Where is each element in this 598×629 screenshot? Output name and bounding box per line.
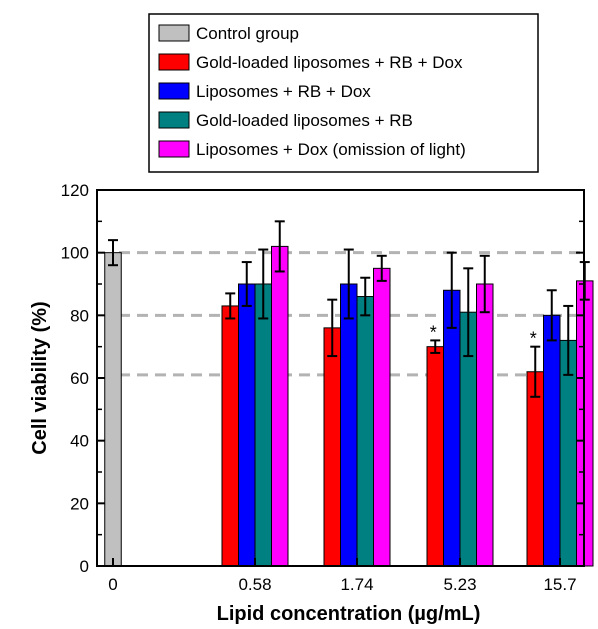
y-tick-label: 120 — [61, 181, 89, 200]
legend-box — [148, 13, 539, 173]
legend-label: Control group — [196, 24, 299, 43]
x-tick-label: 5.23 — [443, 575, 476, 594]
significance-marker: * — [530, 329, 537, 349]
bar — [373, 267, 391, 567]
y-tick-label: 100 — [61, 244, 89, 263]
bar — [476, 283, 494, 567]
x-axis-label: Lipid concentration (µg/mL) — [217, 603, 481, 625]
x-tick-label: 15.7 — [543, 575, 576, 594]
y-tick-label: 60 — [70, 369, 89, 388]
bar — [443, 289, 461, 567]
y-tick-label: 40 — [70, 432, 89, 451]
x-tick-label: 1.74 — [340, 575, 373, 594]
bar — [543, 314, 561, 567]
bar — [254, 283, 272, 567]
bar — [271, 245, 289, 567]
axes: 0 20 40 60 80 100 120 0 0.58 1.74 5.23 15.7 Cell v… — [29, 181, 585, 625]
y-axis-ticks: 0 20 40 60 80 100 120 — [61, 181, 584, 576]
reference-lines — [119, 251, 584, 377]
x-tick-label: 0 — [108, 575, 117, 594]
legend-swatch — [158, 24, 190, 42]
bar — [238, 283, 256, 567]
bar — [104, 252, 122, 567]
legend-label: Liposomes + Dox (omission of light) — [196, 140, 466, 159]
legend-swatch — [158, 53, 190, 71]
bar — [340, 283, 358, 567]
legend-label: Gold-loaded liposomes + RB — [196, 111, 413, 130]
significance-marker: * — [430, 322, 437, 342]
legend-swatch — [158, 140, 190, 158]
y-tick-label: 80 — [70, 306, 89, 325]
bar — [426, 346, 444, 567]
legend-label: Liposomes + RB + Dox — [196, 82, 371, 101]
legend: Control group Gold-loaded liposomes + RB … — [148, 13, 539, 173]
legend-swatch — [158, 82, 190, 100]
bar — [221, 305, 239, 567]
y-axis-label: Cell viability (%) — [29, 301, 51, 454]
y-tick-label: 20 — [70, 494, 89, 513]
bar — [526, 371, 544, 567]
x-tick-label: 0.58 — [238, 575, 271, 594]
bar — [356, 296, 374, 567]
bar — [323, 327, 341, 567]
legend-label: Gold-loaded liposomes + RB + Dox — [196, 53, 463, 72]
legend-swatch — [158, 111, 190, 129]
bars: * * — [104, 220, 594, 567]
y-tick-label: 0 — [80, 557, 89, 576]
x-axis-ticks: 0 0.58 1.74 5.23 15.7 — [108, 558, 577, 594]
